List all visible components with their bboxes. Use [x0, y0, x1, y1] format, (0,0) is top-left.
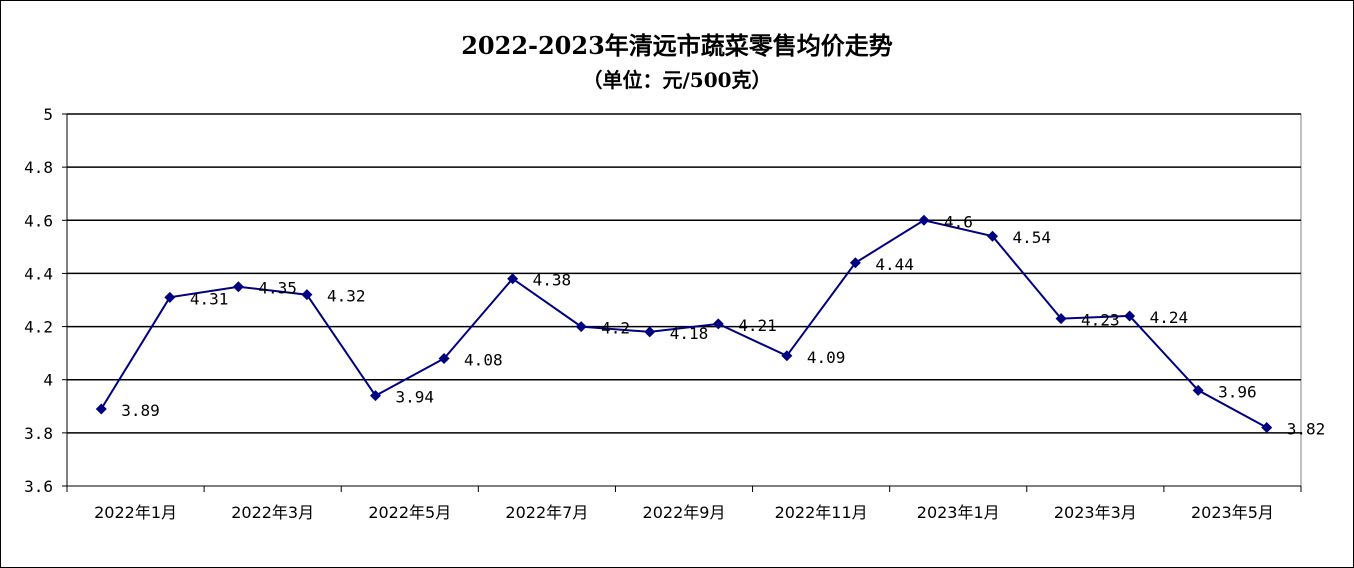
x-tick-label: 2023年1月: [917, 503, 1000, 522]
y-tick-label: 4.4: [24, 264, 53, 283]
data-label: 4.24: [1150, 308, 1189, 327]
x-tick-label: 2022年1月: [94, 503, 177, 522]
data-label: 4.44: [875, 255, 914, 274]
plot-area: [66, 113, 1302, 487]
data-point-marker: [507, 273, 519, 285]
data-label: 4.35: [258, 279, 297, 298]
data-point-marker: [232, 281, 244, 293]
data-label: 3.94: [396, 388, 435, 407]
data-point-marker: [164, 291, 176, 303]
data-label: 3.96: [1218, 382, 1257, 401]
data-point-marker: [1261, 422, 1273, 434]
data-label: 3.82: [1287, 420, 1326, 439]
data-label: 3.89: [121, 401, 160, 420]
data-label: 4.21: [738, 316, 777, 335]
y-tick-label: 3.6: [24, 477, 53, 496]
chart-subtitle: （单位：元/500克）: [582, 68, 772, 92]
x-tick-label: 2023年3月: [1054, 503, 1137, 522]
data-label: 4.6: [944, 212, 973, 231]
data-point-marker: [95, 403, 107, 415]
y-tick-label: 4: [43, 371, 53, 390]
y-tick-label: 4.6: [24, 211, 53, 230]
x-tick-label: 2022年11月: [775, 503, 868, 522]
data-point-marker: [849, 257, 861, 269]
x-tick-label: 2022年9月: [643, 503, 726, 522]
data-point-marker: [781, 350, 793, 362]
data-point-marker: [1124, 310, 1136, 322]
data-label: 4.09: [807, 348, 846, 367]
data-point-marker: [918, 214, 930, 226]
data-label: 4.08: [464, 350, 503, 369]
data-point-marker: [712, 318, 724, 330]
data-point-marker: [987, 230, 998, 242]
series-line: [100, 219, 1268, 429]
x-tick-label: 2022年3月: [231, 503, 314, 522]
data-point-marker: [1192, 384, 1204, 396]
data-label: 4.23: [1081, 311, 1120, 330]
x-tick-label: 2023年5月: [1191, 503, 1274, 522]
y-tick-label: 5: [43, 105, 53, 124]
data-label: 4.31: [190, 289, 229, 308]
data-label: 4.2: [601, 319, 630, 338]
data-point-marker: [438, 352, 450, 364]
chart-title: 2022-2023年清远市蔬菜零售均价走势: [461, 31, 893, 60]
data-point-marker: [370, 390, 381, 402]
data-label: 4.32: [327, 287, 366, 306]
y-tick-label: 4.2: [24, 318, 53, 337]
y-tick-label: 3.8: [24, 424, 53, 443]
x-tick-label: 2022年5月: [368, 503, 451, 522]
data-label: 4.18: [670, 324, 709, 343]
data-point-marker: [1055, 313, 1067, 325]
data-point-marker: [644, 326, 656, 338]
x-tick-label: 2022年7月: [505, 503, 588, 522]
data-label: 4.54: [1013, 228, 1052, 247]
y-tick-label: 4.8: [24, 158, 53, 177]
data-point-marker: [301, 289, 313, 301]
data-point-marker: [575, 321, 587, 333]
data-label: 4.38: [533, 271, 572, 290]
